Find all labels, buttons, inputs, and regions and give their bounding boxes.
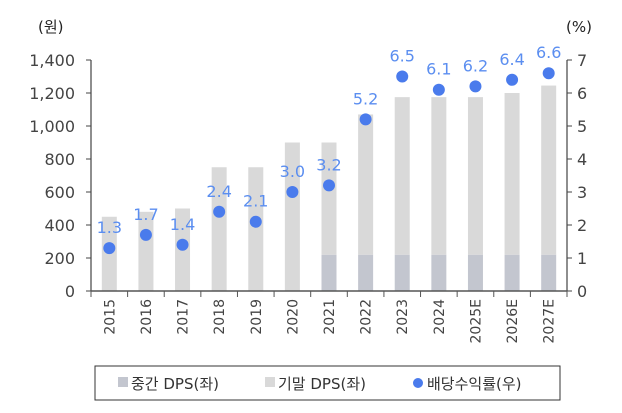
left-tick-label: 1,200 (29, 84, 75, 103)
bar-final-2024 (431, 97, 447, 255)
right-axis-unit: (%) (566, 18, 592, 36)
x-tick-label: 2025E (468, 299, 484, 343)
right-tick-label: 7 (577, 51, 587, 70)
x-tick-label: 2026E (505, 299, 521, 343)
bar-interim-2021 (321, 254, 337, 291)
bar-interim-2023 (394, 254, 410, 291)
yield-point-2025E (469, 80, 482, 93)
legend-swatch-final (265, 377, 275, 387)
x-tick-label: 2024 (432, 299, 448, 335)
left-axis-unit: (원) (38, 18, 64, 36)
yield-data-label: 6.1 (426, 60, 451, 79)
yield-data-label: 2.1 (243, 192, 268, 211)
legend: 중간 DPS(좌) 기말 DPS(좌) 배당수익률(우) (94, 365, 561, 401)
yield-data-label: 5.2 (353, 89, 378, 108)
yield-data-label: 2.4 (206, 182, 231, 201)
right-tick-label: 2 (577, 216, 587, 235)
yield-point-2018 (213, 205, 226, 218)
bar-interim-2025E (467, 254, 483, 291)
x-tick-label: 2019 (249, 299, 265, 335)
bar-interim-2027E (541, 254, 557, 291)
right-tick-label: 5 (577, 117, 587, 136)
yield-point-2021 (323, 179, 335, 192)
legend-label-yield: 배당수익률(우) (427, 375, 522, 393)
yield-data-label: 1.7 (133, 205, 158, 224)
bar-final-2023 (394, 97, 410, 255)
x-tick-label: 2023 (395, 299, 411, 335)
x-tick-label: 2016 (139, 299, 155, 335)
yield-data-label: 3.2 (316, 155, 341, 174)
left-tick-label: 800 (44, 150, 75, 169)
bar-interim-2022 (358, 254, 374, 291)
bar-final-2026E (504, 93, 520, 255)
bar-final-2027E (541, 85, 557, 255)
right-tick-label: 3 (577, 183, 587, 202)
x-tick-label: 2017 (176, 299, 192, 335)
bar-final-2019 (248, 167, 264, 291)
right-tick-label: 4 (577, 150, 587, 169)
yield-data-label: 6.5 (390, 47, 415, 66)
yield-point-2015 (103, 242, 116, 255)
yield-point-2020 (286, 186, 299, 198)
left-tick-label: 1,000 (29, 117, 75, 136)
x-tick-label: 2020 (285, 299, 301, 335)
yield-data-label: 6.2 (463, 56, 488, 75)
right-tick-label: 1 (577, 249, 587, 268)
left-tick-label: 0 (65, 282, 75, 301)
x-tick-label: 2018 (212, 299, 228, 335)
bar-final-2020 (284, 142, 300, 291)
yield-point-2017 (176, 238, 189, 251)
x-tick-label: 2021 (322, 299, 338, 335)
yield-data-label: 1.3 (97, 218, 122, 237)
legend-box (94, 365, 561, 401)
yield-point-2023 (396, 70, 409, 83)
yield-point-2019 (249, 215, 262, 228)
bar-final-2025E (467, 97, 483, 255)
legend-label-final: 기말 DPS(좌) (278, 375, 366, 393)
yield-point-2026E (506, 73, 519, 86)
left-tick-label: 600 (44, 183, 75, 202)
yield-point-2027E (542, 67, 555, 80)
right-tick-label: 0 (577, 282, 587, 301)
left-tick-label: 400 (44, 216, 75, 235)
yield-data-label: 1.4 (170, 215, 195, 234)
yield-point-2016 (139, 228, 152, 241)
bar-interim-2026E (504, 254, 520, 291)
yield-point-2022 (359, 113, 372, 126)
legend-swatch-yield (413, 378, 423, 388)
bar-interim-2024 (431, 254, 447, 291)
x-tick-label: 2022 (359, 299, 375, 335)
legend-label-interim: 중간 DPS(좌) (131, 375, 219, 393)
right-tick-label: 6 (577, 84, 587, 103)
yield-data-label: 6.4 (499, 50, 524, 69)
bar-final-2018 (211, 167, 227, 291)
bar-final-2022 (358, 114, 374, 255)
x-tick-label: 2027E (542, 299, 558, 343)
yield-data-label: 6.6 (536, 43, 561, 62)
left-tick-label: 200 (44, 249, 75, 268)
x-tick-label: 2015 (102, 299, 118, 335)
bar-final-2021 (321, 142, 337, 255)
yield-data-label: 3.0 (280, 162, 305, 181)
legend-swatch-interim (118, 377, 128, 387)
yield-point-2024 (432, 83, 445, 96)
left-tick-label: 1,400 (29, 51, 75, 70)
